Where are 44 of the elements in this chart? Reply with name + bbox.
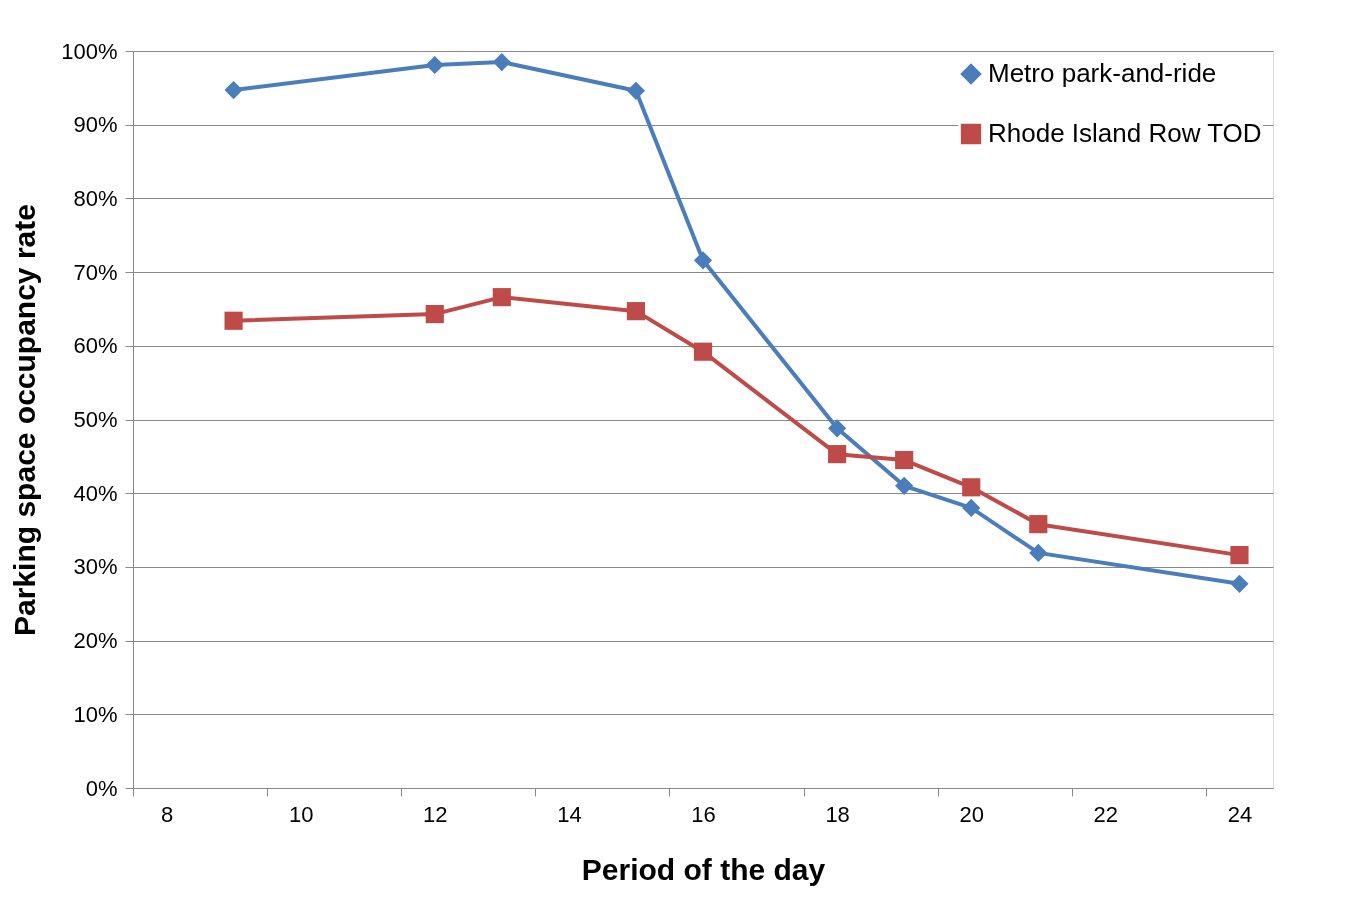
- point: [693, 251, 713, 270]
- x-tick-label: 24: [1227, 801, 1253, 827]
- x-tick-label: 8: [160, 801, 174, 827]
- x-tick-label: 14: [557, 801, 582, 827]
- x-tick-label: 18: [825, 801, 850, 827]
- point: [626, 302, 646, 321]
- point: [224, 311, 243, 330]
- point: [1029, 543, 1048, 562]
- y-tick-label: 0%: [85, 775, 118, 801]
- point: [828, 445, 847, 464]
- point: [962, 478, 981, 497]
- x-tick-label: 20: [959, 801, 984, 827]
- y-tick-label: 80%: [73, 185, 118, 211]
- y-tick-label: 30%: [73, 554, 118, 580]
- point: [1029, 515, 1048, 534]
- point: [895, 476, 914, 495]
- point: [626, 81, 646, 100]
- point: [425, 55, 444, 75]
- point: [492, 52, 511, 72]
- point: [492, 288, 511, 307]
- point: [1230, 546, 1249, 565]
- y-tick-label: 100%: [61, 38, 118, 64]
- legend-label: Rhode Island Row TOD: [988, 118, 1262, 148]
- point: [693, 342, 713, 361]
- x-tick-label: 16: [691, 801, 716, 827]
- point: [224, 80, 243, 100]
- y-tick-label: 50%: [73, 407, 118, 432]
- point: [962, 498, 981, 518]
- point: [1230, 574, 1249, 593]
- x-axis-title: Period of the day: [581, 852, 826, 886]
- point: [895, 450, 914, 470]
- y-axis-title: Parking space occupancy rate: [8, 204, 42, 636]
- y-tick-label: 20%: [73, 628, 118, 654]
- point: [828, 419, 847, 438]
- x-tick-label: 12: [423, 801, 448, 827]
- x-tick-label: 22: [1093, 801, 1119, 827]
- y-tick-label: 70%: [73, 259, 118, 285]
- point: [425, 305, 444, 324]
- y-tick-label: 40%: [73, 480, 118, 506]
- y-tick-label: 60%: [73, 333, 118, 359]
- y-tick-label: 90%: [73, 112, 118, 138]
- x-tick-label: 10: [288, 801, 314, 827]
- legend-label: Metro park-and-ride: [988, 58, 1217, 88]
- y-tick-label: 10%: [73, 701, 118, 727]
